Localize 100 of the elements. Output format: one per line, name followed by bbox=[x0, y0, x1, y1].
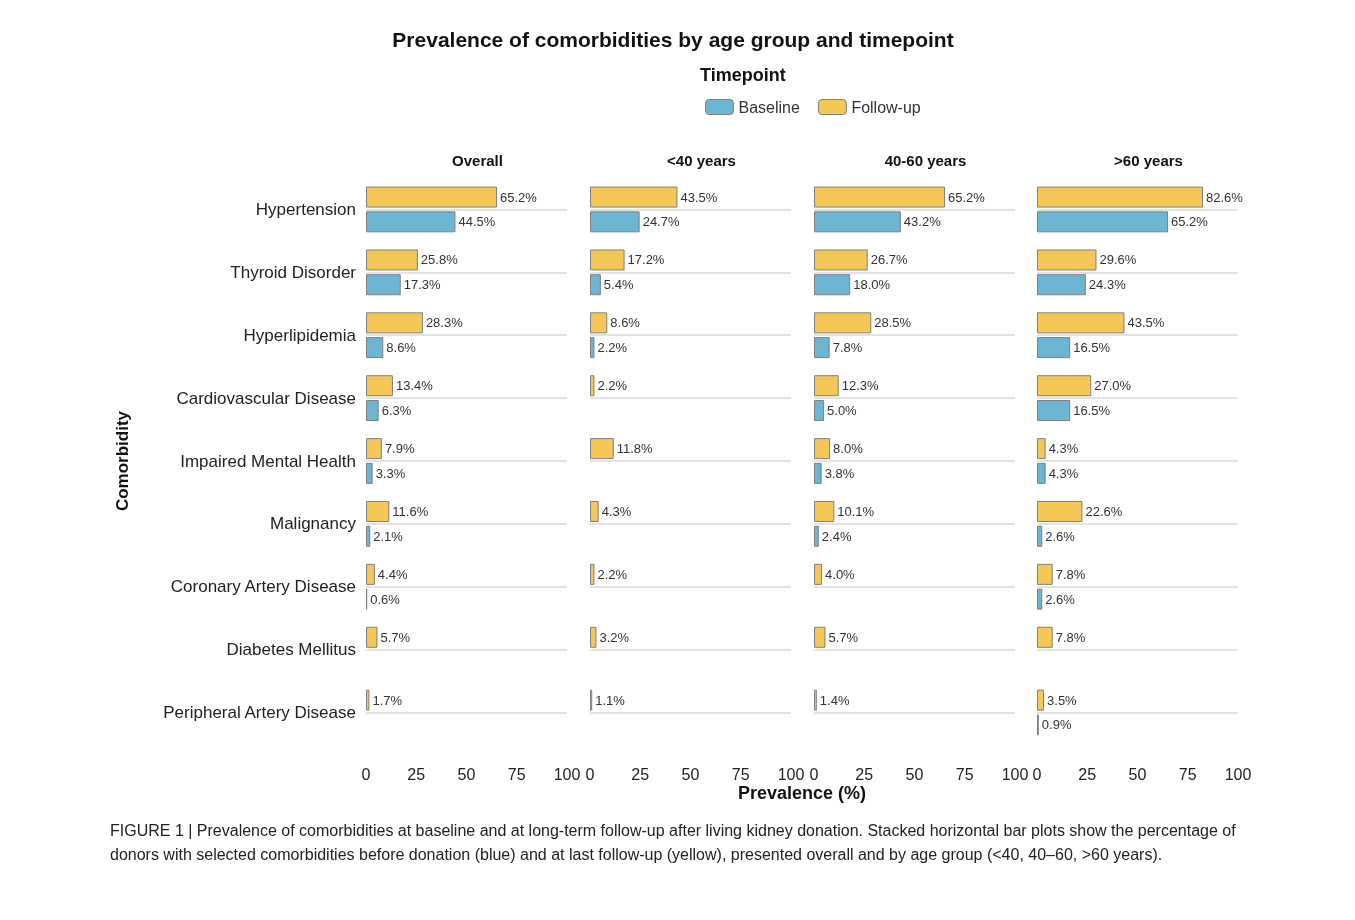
data-label: 5.0% bbox=[827, 403, 858, 418]
bar bbox=[1037, 626, 1053, 648]
caption: FIGURE 1 | Prevalence of comorbidities at baseline and at long-term follow-up after living kidney donation. Stacked horizontal bar plots show the percentage of donors with selected comorbidities before donation (blue) and at last follow-up (yellow), presented overall and by age group (<40, 40–60, >60 years). bbox=[110, 821, 1241, 863]
bar bbox=[1037, 337, 1071, 359]
bar bbox=[1037, 274, 1086, 296]
data-label: 12.3% bbox=[841, 378, 880, 394]
x-tick-label: 100 bbox=[553, 765, 581, 783]
text: Prevalence of comorbidities by age group and timepoint bbox=[392, 28, 954, 51]
data-label: 11.6% bbox=[392, 504, 429, 519]
data-label: 8.0% bbox=[833, 441, 864, 457]
data-label: 1.1% bbox=[595, 692, 626, 708]
chart-title: >60 years bbox=[1114, 152, 1183, 169]
bar bbox=[1037, 211, 1169, 233]
y-axis-title: Comorbidity bbox=[113, 410, 132, 512]
data-label: 7.9% bbox=[384, 441, 415, 457]
data-label: 43.2% bbox=[903, 214, 942, 230]
bar bbox=[590, 375, 595, 397]
data-label: 0.9% bbox=[1041, 717, 1072, 733]
bar bbox=[814, 438, 831, 460]
bar bbox=[590, 211, 640, 233]
bar bbox=[814, 186, 946, 208]
data-label: 4.3% bbox=[1048, 465, 1079, 481]
chart-title: <40 years bbox=[667, 152, 736, 169]
bar bbox=[590, 563, 595, 585]
x-tick-label: 75 bbox=[507, 765, 526, 783]
bar bbox=[366, 274, 401, 296]
x-tick-label: 100 bbox=[777, 765, 805, 783]
data-label: 27.0% bbox=[1094, 378, 1132, 394]
data-label: 16.5% bbox=[1073, 340, 1111, 356]
data-label: 3.2% bbox=[599, 629, 630, 645]
bar bbox=[1037, 689, 1045, 711]
x-tick-label: 0 bbox=[361, 765, 371, 783]
data-label: 7.8% bbox=[832, 340, 863, 356]
bar bbox=[1037, 588, 1043, 610]
legend-label: Baseline bbox=[738, 98, 800, 116]
bar bbox=[366, 626, 378, 648]
data-label: 18.0% bbox=[853, 277, 891, 293]
data-label: 5.7% bbox=[828, 629, 859, 645]
x-tick-label: 50 bbox=[457, 765, 476, 783]
data-label: 5.4% bbox=[603, 277, 634, 293]
data-label: 65.2% bbox=[500, 189, 538, 205]
chart-title: 40-60 years bbox=[884, 152, 967, 169]
data-label: 28.3% bbox=[425, 315, 464, 331]
bar bbox=[366, 249, 418, 271]
legend-label: Follow-up bbox=[851, 98, 921, 116]
bar bbox=[814, 626, 826, 648]
data-label: 65.2% bbox=[948, 189, 986, 205]
bar bbox=[1037, 438, 1046, 460]
data-label: 1.7% bbox=[372, 692, 403, 708]
data-label: 2.6% bbox=[1045, 591, 1076, 607]
data-label: 2.4% bbox=[821, 528, 852, 544]
y-tick-label: Impaired Mental Health bbox=[180, 451, 356, 471]
data-label: 22.6% bbox=[1085, 504, 1123, 519]
y-tick-label: Hypertension bbox=[255, 199, 356, 219]
bar bbox=[814, 312, 872, 334]
x-tick-label: 25 bbox=[855, 765, 874, 783]
x-tick-label: 50 bbox=[1128, 765, 1147, 783]
bar bbox=[366, 337, 384, 359]
bar bbox=[366, 400, 379, 421]
bar bbox=[1037, 563, 1053, 585]
data-label: 2.1% bbox=[373, 528, 404, 544]
bar bbox=[1037, 375, 1092, 397]
bar bbox=[366, 186, 498, 208]
y-tick-label: Malignancy bbox=[270, 514, 357, 534]
bar bbox=[1037, 525, 1043, 547]
data-label: 8.6% bbox=[386, 340, 417, 356]
bar bbox=[366, 375, 393, 397]
chart-subtitle: Overall bbox=[452, 152, 503, 169]
data-label: 1.4% bbox=[819, 692, 850, 708]
data-label: 4.0% bbox=[825, 566, 856, 582]
data-label: 29.6% bbox=[1099, 252, 1137, 268]
bar bbox=[814, 337, 830, 359]
bar bbox=[366, 312, 423, 334]
data-label: 2.2% bbox=[597, 566, 628, 582]
x-tick-label: 75 bbox=[955, 765, 974, 783]
bar bbox=[366, 462, 373, 484]
bar bbox=[366, 563, 375, 585]
data-label: 5.7% bbox=[380, 629, 411, 645]
data-label: 2.2% bbox=[597, 378, 628, 394]
bar bbox=[814, 525, 819, 547]
x-tick-label: 50 bbox=[681, 765, 700, 783]
bar bbox=[590, 626, 597, 648]
data-label: 16.5% bbox=[1073, 403, 1111, 418]
bar bbox=[814, 501, 835, 522]
data-label: 82.6% bbox=[1206, 189, 1244, 205]
bar bbox=[1037, 186, 1204, 208]
bar bbox=[366, 211, 456, 233]
data-label: 24.7% bbox=[642, 214, 680, 230]
data-label: 43.5% bbox=[680, 189, 718, 205]
x-tick-label: 100 bbox=[1224, 765, 1252, 783]
bar bbox=[814, 249, 868, 271]
data-label: 10.1% bbox=[837, 504, 875, 519]
bar bbox=[1037, 249, 1097, 271]
bar bbox=[590, 337, 595, 359]
data-label: 0.6% bbox=[370, 591, 401, 607]
x-tick-label: 75 bbox=[1178, 765, 1197, 783]
bar bbox=[590, 249, 625, 271]
x-tick-label: 75 bbox=[731, 765, 750, 783]
data-label: 7.8% bbox=[1055, 566, 1086, 582]
bar bbox=[814, 211, 901, 233]
